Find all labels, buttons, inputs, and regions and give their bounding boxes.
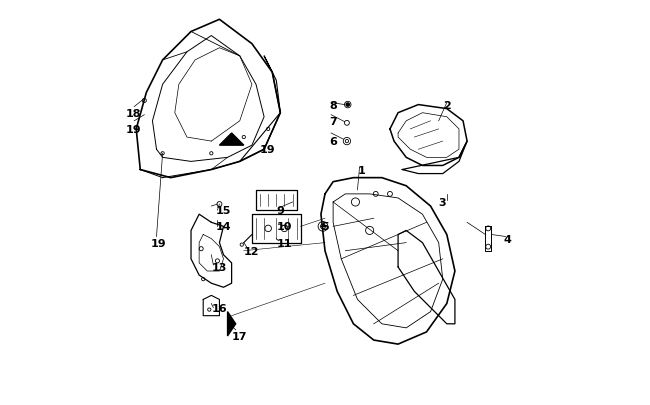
Text: 13: 13 bbox=[211, 262, 227, 272]
Text: 8: 8 bbox=[329, 100, 337, 110]
Text: 16: 16 bbox=[211, 303, 227, 313]
Text: 11: 11 bbox=[276, 238, 292, 248]
Text: 14: 14 bbox=[215, 222, 231, 232]
Text: 18: 18 bbox=[126, 109, 142, 118]
Text: 17: 17 bbox=[231, 331, 247, 341]
Circle shape bbox=[346, 104, 349, 107]
Polygon shape bbox=[227, 312, 236, 336]
Text: 6: 6 bbox=[329, 137, 337, 147]
Text: 19: 19 bbox=[260, 145, 276, 155]
Text: 4: 4 bbox=[504, 234, 512, 244]
Text: 19: 19 bbox=[150, 238, 166, 248]
Text: 10: 10 bbox=[276, 222, 292, 232]
Text: 15: 15 bbox=[215, 206, 231, 215]
Text: 2: 2 bbox=[443, 100, 450, 110]
Text: 19: 19 bbox=[126, 125, 142, 134]
Polygon shape bbox=[220, 134, 244, 146]
Text: 3: 3 bbox=[439, 198, 447, 207]
Text: 5: 5 bbox=[321, 222, 328, 232]
Text: 1: 1 bbox=[358, 165, 365, 175]
Text: 12: 12 bbox=[244, 246, 259, 256]
Text: 9: 9 bbox=[276, 206, 284, 215]
Text: 7: 7 bbox=[329, 117, 337, 126]
